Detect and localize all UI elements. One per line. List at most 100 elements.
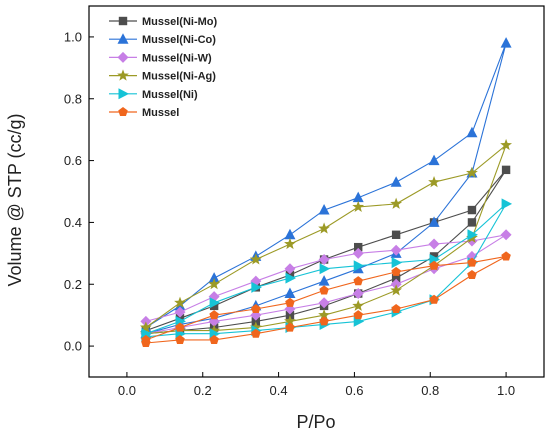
legend-marker bbox=[118, 107, 128, 117]
data-point bbox=[467, 205, 477, 215]
data-point bbox=[284, 315, 296, 327]
data-point bbox=[175, 334, 185, 344]
data-point bbox=[175, 322, 185, 332]
y-tick-label: 0.8 bbox=[64, 91, 82, 106]
data-point bbox=[428, 176, 440, 188]
data-point bbox=[285, 297, 295, 307]
data-point bbox=[208, 272, 220, 283]
legend-marker bbox=[118, 88, 129, 100]
data-point bbox=[319, 285, 329, 295]
data-point bbox=[352, 247, 364, 259]
data-point bbox=[319, 263, 331, 275]
data-point bbox=[467, 229, 478, 241]
legend-label: Mussel(Ni-Co) bbox=[142, 34, 216, 46]
x-axis-ticks: 0.0 0.2 0.4 0.6 0.8 1.0 bbox=[118, 372, 515, 398]
data-point bbox=[390, 176, 402, 187]
data-point bbox=[467, 218, 477, 227]
data-point bbox=[467, 269, 477, 280]
data-point bbox=[428, 154, 440, 166]
data-point bbox=[251, 303, 261, 314]
data-point bbox=[429, 260, 439, 270]
data-point bbox=[251, 281, 262, 293]
legend-label: Mussel(Ni) bbox=[142, 89, 198, 101]
x-tick-label: 0.4 bbox=[270, 383, 288, 398]
y-tick-label: 0.0 bbox=[64, 339, 82, 354]
legend-label: Mussel(Ni-Ag) bbox=[142, 71, 216, 83]
data-point bbox=[352, 288, 364, 300]
x-tick-label: 1.0 bbox=[497, 383, 515, 398]
data-point bbox=[141, 334, 151, 344]
data-point bbox=[390, 197, 403, 209]
data-point bbox=[209, 334, 219, 344]
x-tick-label: 0.6 bbox=[345, 383, 363, 398]
data-point bbox=[500, 37, 512, 48]
data-point bbox=[428, 216, 440, 227]
data-point bbox=[318, 222, 330, 234]
data-point bbox=[284, 263, 296, 275]
legend: Mussel(Ni-Mo) Mussel(Ni-Co) Mussel(Ni-W) Mu… bbox=[109, 16, 218, 119]
data-point bbox=[249, 321, 262, 333]
data-point bbox=[318, 204, 330, 215]
legend-label: Mussel(Ni-Mo) bbox=[142, 16, 218, 28]
data-point bbox=[500, 229, 512, 241]
data-point bbox=[251, 328, 261, 338]
legend-marker bbox=[118, 16, 128, 26]
series-5 bbox=[141, 251, 511, 348]
data-point bbox=[174, 296, 186, 308]
data-point bbox=[174, 306, 186, 318]
y-axis-ticks: 0.0 0.2 0.4 0.6 0.8 1.0 bbox=[64, 29, 94, 354]
data-point bbox=[284, 237, 296, 250]
data-point bbox=[352, 299, 365, 311]
data-point bbox=[391, 266, 401, 276]
data-point bbox=[390, 244, 402, 256]
data-point bbox=[391, 303, 401, 314]
legend-marker bbox=[117, 51, 129, 63]
data-point bbox=[353, 310, 363, 320]
data-point bbox=[354, 242, 363, 252]
x-tick-label: 0.2 bbox=[194, 383, 212, 398]
legend-label: Mussel(Ni-W) bbox=[142, 52, 212, 64]
data-point bbox=[501, 198, 513, 210]
data-point bbox=[352, 200, 365, 212]
legend-marker bbox=[117, 33, 129, 44]
y-tick-label: 0.4 bbox=[64, 215, 82, 230]
data-point bbox=[318, 275, 330, 286]
plot-frame bbox=[88, 5, 545, 378]
data-point bbox=[501, 251, 511, 261]
data-point bbox=[284, 228, 296, 240]
data-point bbox=[284, 287, 296, 299]
data-point bbox=[391, 257, 403, 269]
y-tick-label: 0.2 bbox=[64, 277, 82, 292]
y-tick-label: 0.6 bbox=[64, 153, 82, 168]
data-point bbox=[318, 308, 330, 321]
y-tick-label: 1.0 bbox=[64, 29, 82, 44]
data-point bbox=[319, 316, 329, 326]
data-point bbox=[391, 230, 401, 239]
y-axis-label: Volume @ STP (cc/g) bbox=[5, 114, 25, 287]
series-layer bbox=[139, 37, 513, 348]
legend-marker bbox=[117, 69, 129, 81]
data-point bbox=[285, 322, 295, 332]
data-point bbox=[285, 272, 296, 284]
data-point bbox=[352, 191, 364, 203]
data-point bbox=[208, 324, 221, 336]
data-point bbox=[500, 138, 512, 151]
data-point bbox=[353, 260, 365, 272]
data-point bbox=[429, 294, 439, 304]
data-point bbox=[139, 321, 152, 333]
data-point bbox=[466, 166, 478, 178]
data-point bbox=[390, 284, 403, 296]
x-tick-label: 0.0 bbox=[118, 383, 136, 398]
data-point bbox=[501, 165, 511, 175]
data-point bbox=[467, 257, 477, 267]
data-point bbox=[466, 126, 478, 138]
data-point bbox=[353, 276, 363, 286]
data-point bbox=[249, 253, 262, 265]
data-point bbox=[391, 273, 401, 283]
x-axis-label: P/Po bbox=[296, 412, 335, 432]
data-point bbox=[428, 238, 440, 250]
data-point bbox=[318, 297, 330, 309]
data-point bbox=[209, 297, 221, 309]
legend-label: Mussel bbox=[142, 107, 179, 119]
